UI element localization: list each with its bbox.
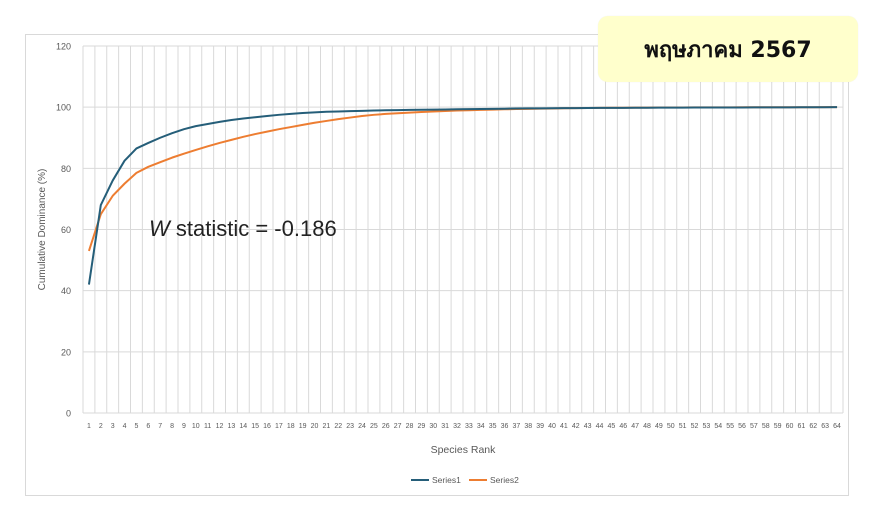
x-tick-label: 47 bbox=[631, 423, 639, 430]
x-tick-label: 9 bbox=[182, 423, 186, 430]
x-tick-label: 60 bbox=[786, 423, 794, 430]
x-tick-label: 31 bbox=[441, 423, 449, 430]
x-tick-label: 15 bbox=[251, 423, 259, 430]
x-tick-label: 44 bbox=[596, 423, 604, 430]
x-tick-label: 62 bbox=[809, 423, 817, 430]
x-tick-label: 11 bbox=[204, 423, 211, 430]
x-tick-label: 17 bbox=[275, 423, 283, 430]
x-tick-label: 27 bbox=[394, 423, 402, 430]
x-tick-label: 30 bbox=[429, 423, 437, 430]
x-tick-label: 26 bbox=[382, 423, 390, 430]
y-tick-label: 80 bbox=[61, 164, 71, 174]
x-tick-label: 36 bbox=[501, 423, 509, 430]
x-tick-label: 48 bbox=[643, 423, 651, 430]
x-tick-label: 1 bbox=[87, 423, 91, 430]
x-tick-label: 59 bbox=[774, 423, 782, 430]
x-tick-label: 49 bbox=[655, 423, 663, 430]
x-tick-label: 35 bbox=[489, 423, 497, 430]
x-tick-label: 42 bbox=[572, 423, 580, 430]
x-tick-label: 22 bbox=[334, 423, 342, 430]
x-tick-label: 53 bbox=[703, 423, 711, 430]
y-tick-label: 100 bbox=[56, 103, 71, 113]
x-tick-label: 52 bbox=[691, 423, 699, 430]
x-tick-label: 13 bbox=[228, 423, 236, 430]
x-tick-label: 21 bbox=[323, 423, 331, 430]
chart-area: 0 20 40 60 80 100 120 1 2 3 4 5 6 7 8 9 10 11 12 13 14 15 16 17… bbox=[25, 34, 849, 496]
x-tick-label: 16 bbox=[263, 423, 271, 430]
x-tick-label: 10 bbox=[192, 423, 200, 430]
x-tick-label: 39 bbox=[536, 423, 544, 430]
x-tick-label: 63 bbox=[821, 423, 829, 430]
x-tick-label: 32 bbox=[453, 423, 461, 430]
x-tick-label: 58 bbox=[762, 423, 770, 430]
x-tick-label: 4 bbox=[123, 423, 127, 430]
x-tick-label: 5 bbox=[134, 423, 138, 430]
x-tick-label: 14 bbox=[239, 423, 247, 430]
x-tick-label: 8 bbox=[170, 423, 174, 430]
x-tick-label: 2 bbox=[99, 423, 103, 430]
x-tick-label: 37 bbox=[513, 423, 521, 430]
x-tick-label: 46 bbox=[619, 423, 627, 430]
x-tick-label: 45 bbox=[608, 423, 616, 430]
y-tick-label: 40 bbox=[61, 286, 71, 296]
x-tick-label: 38 bbox=[524, 423, 532, 430]
x-tick-label: 43 bbox=[584, 423, 592, 430]
x-tick-label: 56 bbox=[738, 423, 746, 430]
x-tick-label: 34 bbox=[477, 423, 485, 430]
x-tick-label: 3 bbox=[111, 423, 115, 430]
x-axis-title: Species Rank bbox=[431, 444, 497, 456]
x-tick-label: 61 bbox=[798, 423, 806, 430]
x-tick-label: 6 bbox=[146, 423, 150, 430]
x-tick-label: 25 bbox=[370, 423, 378, 430]
w-statistic-annotation: W statistic = -0.186 bbox=[149, 216, 337, 242]
x-tick-label: 7 bbox=[158, 423, 162, 430]
x-tick-label: 50 bbox=[667, 423, 675, 430]
x-tick-label: 55 bbox=[726, 423, 734, 430]
w-statistic-text: statistic = -0.186 bbox=[169, 216, 337, 241]
x-tick-label: 12 bbox=[216, 423, 224, 430]
x-tick-label: 40 bbox=[548, 423, 556, 430]
x-tick-label: 54 bbox=[714, 423, 722, 430]
x-tick-label: 23 bbox=[346, 423, 354, 430]
x-tick-label: 64 bbox=[833, 423, 841, 430]
x-tick-label: 20 bbox=[311, 423, 319, 430]
x-tick-label: 51 bbox=[679, 423, 687, 430]
x-tick-label: 18 bbox=[287, 423, 295, 430]
x-tick-label: 29 bbox=[418, 423, 426, 430]
y-axis-title: Cumulative Dominance (%) bbox=[37, 169, 48, 291]
legend-label-1: Series1 bbox=[432, 475, 461, 485]
date-badge: พฤษภาคม 2567 bbox=[598, 16, 858, 82]
y-tick-label: 20 bbox=[61, 347, 71, 357]
y-tick-label: 0 bbox=[66, 409, 71, 419]
x-tick-label: 28 bbox=[406, 423, 414, 430]
y-tick-label: 120 bbox=[56, 42, 71, 52]
x-tick-label: 24 bbox=[358, 423, 366, 430]
series-line-1 bbox=[87, 106, 838, 285]
x-tick-label: 19 bbox=[299, 423, 307, 430]
legend-label-2: Series2 bbox=[490, 475, 519, 485]
x-tick-label: 57 bbox=[750, 423, 758, 430]
w-symbol: W bbox=[149, 216, 170, 241]
x-tick-label: 41 bbox=[560, 423, 568, 430]
y-tick-label: 60 bbox=[61, 225, 71, 235]
x-tick-label: 33 bbox=[465, 423, 473, 430]
